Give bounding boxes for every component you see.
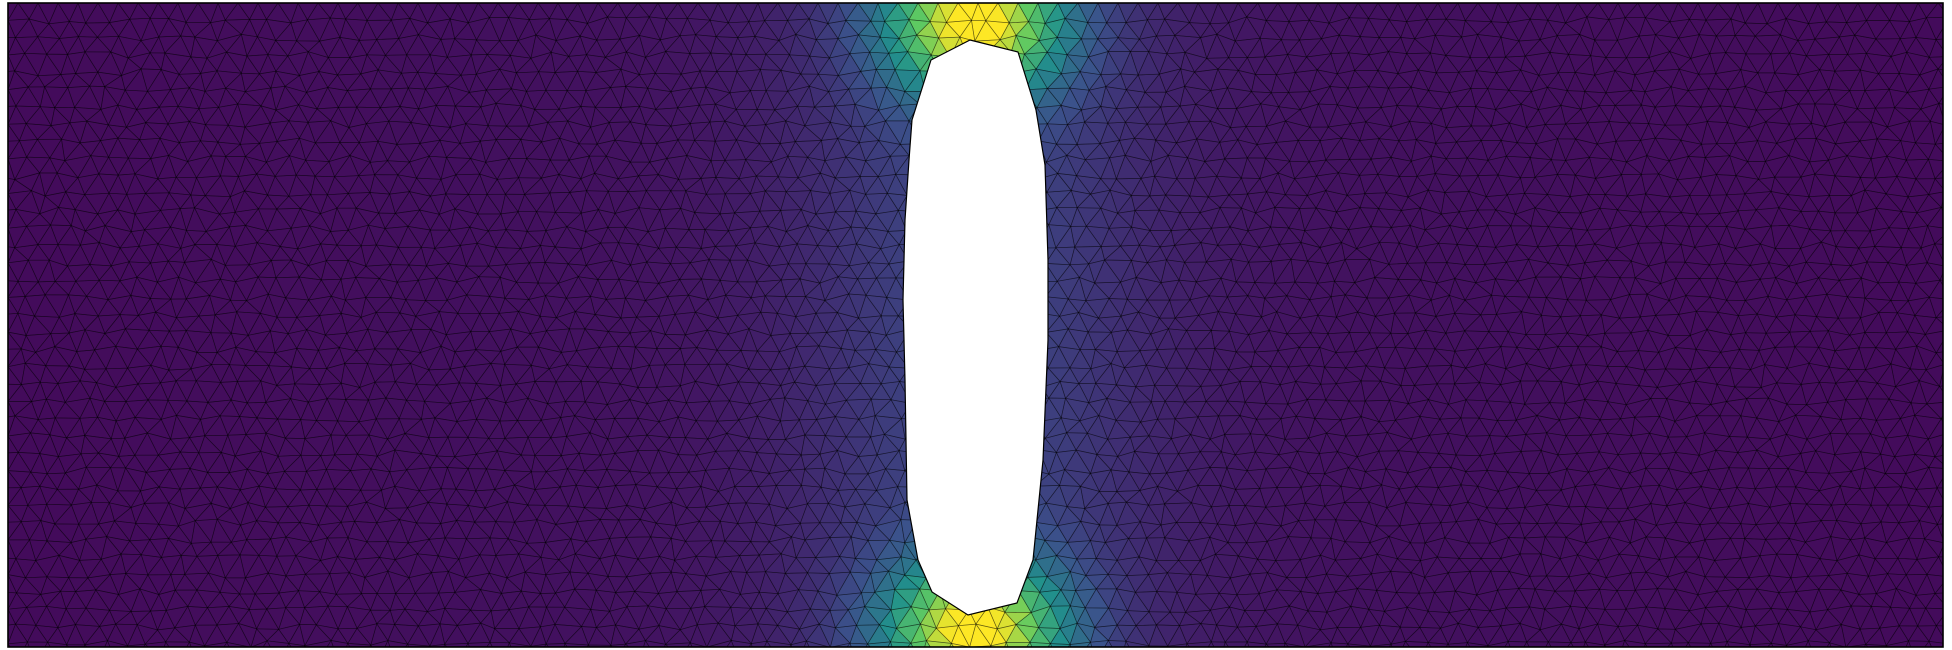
elongated-hole xyxy=(902,39,1049,616)
stress-field xyxy=(8,3,1943,647)
plate-border xyxy=(7,2,1944,648)
